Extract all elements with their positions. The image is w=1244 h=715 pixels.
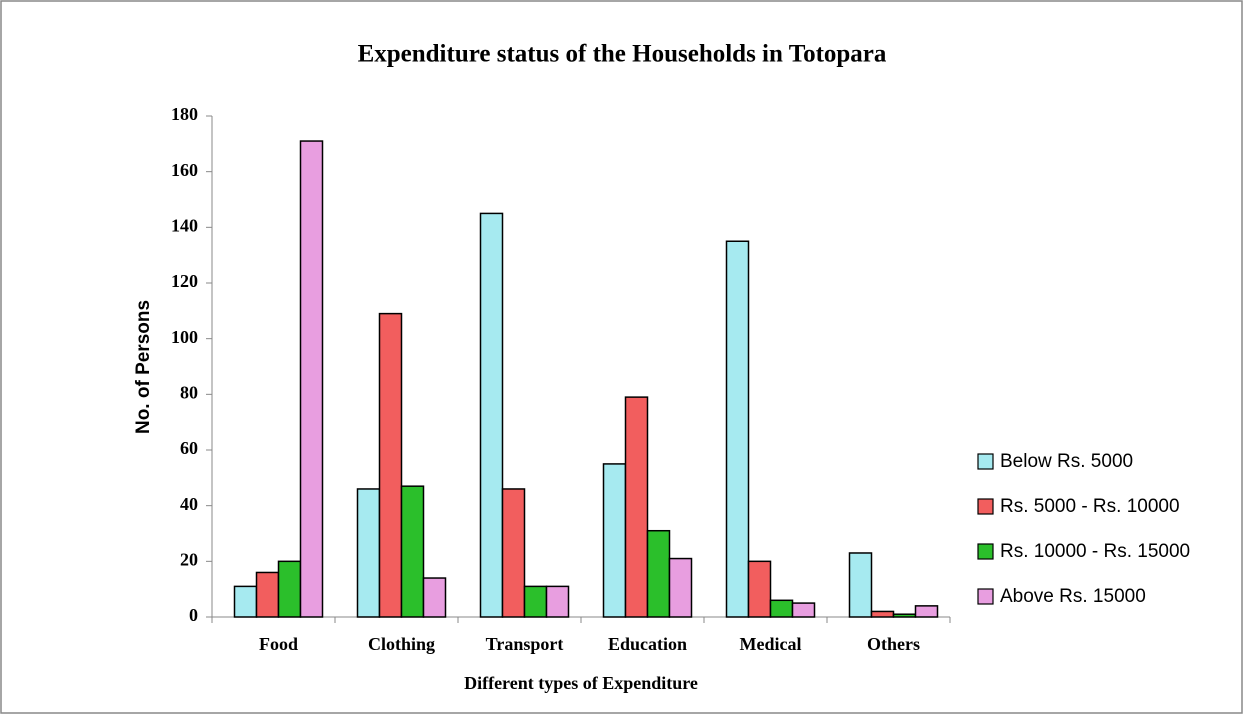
y-tick-label: 40 — [180, 494, 198, 514]
y-tick-label: 140 — [171, 215, 198, 235]
x-tick-label: Medical — [740, 634, 802, 654]
bar — [791, 602, 816, 618]
legend-label: Rs. 10000 - Rs. 15000 — [1000, 541, 1190, 562]
bar — [624, 396, 649, 618]
bar — [602, 463, 627, 618]
bar — [848, 552, 873, 618]
bar — [233, 585, 258, 618]
y-tick-label: 20 — [180, 549, 198, 569]
bar — [479, 212, 504, 618]
bar — [769, 599, 794, 618]
bar — [356, 488, 381, 618]
x-axis-label: Different types of Expenditure — [464, 673, 698, 693]
y-tick-label: 100 — [171, 327, 198, 347]
y-tick-label: 60 — [180, 438, 198, 458]
y-tick-label: 120 — [171, 271, 198, 291]
bar — [725, 240, 750, 618]
bar — [892, 613, 917, 618]
x-tick-label: Clothing — [368, 634, 435, 654]
y-tick-label: 180 — [171, 104, 198, 124]
bar — [870, 610, 895, 618]
y-axis-label: No. of Persons — [133, 300, 154, 434]
legend-label: Rs. 5000 - Rs. 10000 — [1000, 496, 1180, 517]
bar — [378, 312, 403, 618]
legend-label: Below Rs. 5000 — [1000, 451, 1133, 472]
bar — [747, 560, 772, 618]
legend-swatch — [977, 543, 994, 560]
bar — [400, 485, 425, 618]
x-tick-label: Others — [867, 634, 920, 654]
legend-swatch — [977, 453, 994, 470]
bar — [501, 488, 526, 618]
bar — [255, 571, 280, 618]
bar — [914, 605, 939, 618]
y-tick-label: 0 — [189, 605, 198, 625]
legend-label: Above Rs. 15000 — [1000, 586, 1146, 607]
legend-swatch — [977, 498, 994, 515]
legend-swatch — [977, 588, 994, 605]
bar — [646, 529, 671, 618]
bar — [299, 140, 324, 618]
chart-title: Expenditure status of the Households in … — [358, 41, 887, 68]
y-tick-label: 160 — [171, 160, 198, 180]
bar — [523, 585, 548, 618]
x-tick-label: Transport — [486, 634, 564, 654]
bar — [668, 557, 693, 618]
bar — [422, 577, 447, 618]
x-tick-label: Food — [259, 634, 298, 654]
bar — [545, 585, 570, 618]
x-tick-label: Education — [608, 634, 687, 654]
bar — [277, 560, 302, 618]
y-tick-label: 80 — [180, 382, 198, 402]
